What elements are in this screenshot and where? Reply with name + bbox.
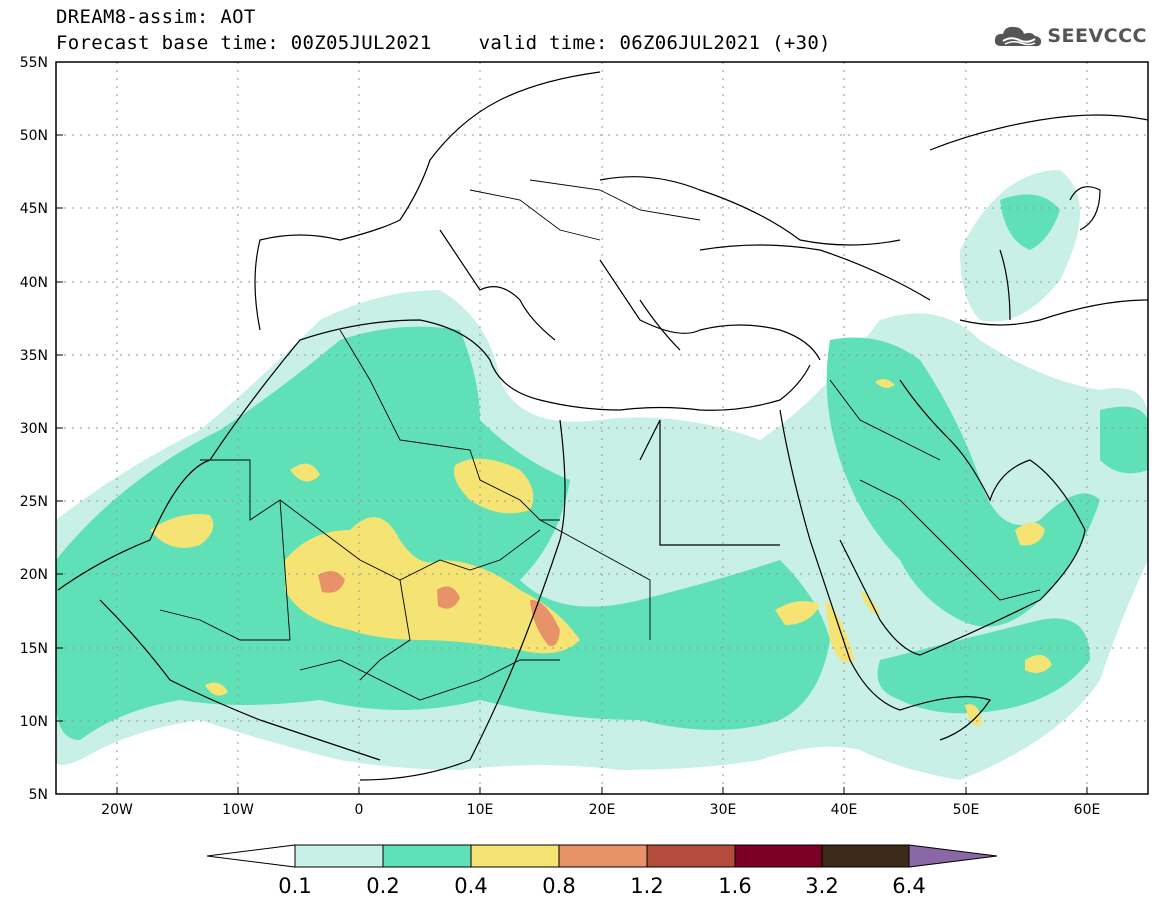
aot-band-0.2: [56, 194, 1148, 740]
lat-label-50N: 50N: [20, 128, 48, 144]
lon-label-40E: 40E: [831, 802, 858, 818]
country-borders: [159, 179, 1041, 701]
lon-label-20W: 20W: [101, 802, 133, 818]
colorbar: 0.1 0.2 0.4 0.8 1.2 1.6 3.2 6.4: [206, 844, 998, 898]
colorbar-label-0.8: 0.8: [542, 874, 575, 898]
colorbar-label-0.2: 0.2: [366, 874, 399, 898]
colorbar-segment-7: [821, 844, 910, 868]
base-time: Forecast base time: 00Z05JUL2021: [56, 32, 432, 54]
map-gridlines: [56, 62, 1148, 794]
aot-band-0.8: [318, 571, 560, 646]
valid-time: valid time: 06Z06JUL2021 (+30): [478, 32, 831, 54]
logo-text: SEEVCCC: [1047, 25, 1147, 47]
lat-label-40N: 40N: [20, 275, 48, 291]
colorbar-label-0.4: 0.4: [454, 874, 487, 898]
lon-label-50E: 50E: [953, 802, 980, 818]
coastlines: [57, 71, 1148, 781]
colorbar-label-1.2: 1.2: [630, 874, 663, 898]
colorbar-label-6.4: 6.4: [892, 874, 925, 898]
lon-label-0: 0: [355, 802, 364, 818]
lon-label-10E: 10E: [467, 802, 494, 818]
seevccc-logo: SEEVCCC: [993, 22, 1147, 50]
lat-label-45N: 45N: [20, 201, 48, 217]
colorbar-lower-triangle: [206, 844, 296, 868]
lat-label-5N: 5N: [29, 787, 48, 803]
lat-label-20N: 20N: [20, 567, 48, 583]
lat-label-10N: 10N: [20, 714, 48, 730]
cloud-icon: [995, 26, 1042, 47]
lat-label-30N: 30N: [20, 421, 48, 437]
colorbar-upper-triangle: [908, 844, 998, 868]
colorbar-label-3.2: 3.2: [805, 874, 838, 898]
aot-fields: [56, 62, 1148, 794]
lat-label-15N: 15N: [20, 641, 48, 657]
lat-label-35N: 35N: [20, 348, 48, 364]
colorbar-segment-5: [646, 844, 736, 868]
axis-ticks: [56, 134, 1088, 794]
lat-label-55N: 55N: [20, 55, 48, 71]
lon-label-30E: 30E: [710, 802, 737, 818]
lon-label-20E: 20E: [589, 802, 616, 818]
colorbar-segment-2: [382, 844, 472, 868]
colorbar-label-1.6: 1.6: [718, 874, 751, 898]
map-title: DREAM8-assim: AOT: [56, 6, 256, 28]
lat-label-25N: 25N: [20, 494, 48, 510]
forecast-times: Forecast base time: 00Z05JUL2021 valid t…: [56, 32, 831, 54]
colorbar-segment-6: [734, 844, 823, 868]
colorbar-label-0.1: 0.1: [278, 874, 311, 898]
lon-label-10W: 10W: [222, 802, 254, 818]
colorbar-segment-1: [294, 844, 384, 868]
lon-label-60E: 60E: [1074, 802, 1101, 818]
colorbar-segment-4: [558, 844, 648, 868]
colorbar-segment-3: [470, 844, 560, 868]
